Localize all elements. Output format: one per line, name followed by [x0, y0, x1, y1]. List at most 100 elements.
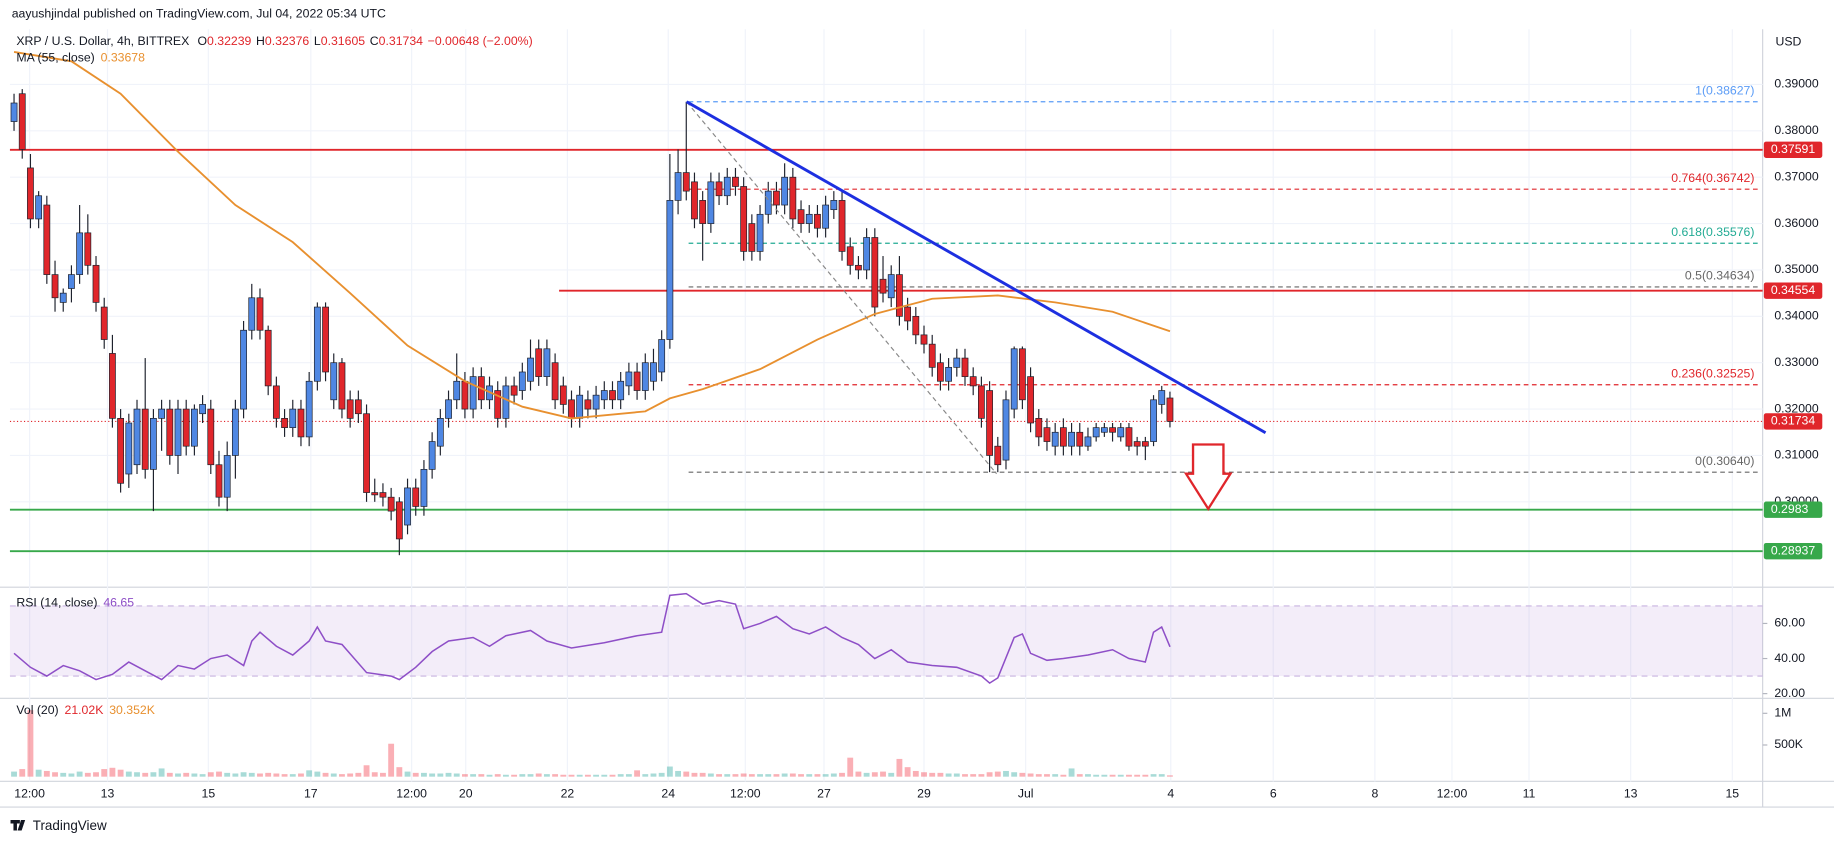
- candle-body: [781, 176, 789, 206]
- candle-body: [100, 306, 108, 340]
- volume-bar: [380, 772, 386, 777]
- logo-mark: [10, 819, 20, 831]
- volume-bar: [314, 771, 321, 777]
- candle-body: [691, 181, 698, 220]
- fib-label: 0.618(0.35576): [1671, 225, 1754, 239]
- candle-body: [92, 264, 100, 303]
- ma-value: 0.33678: [101, 51, 146, 65]
- ma-legend: MA (55, close) 0.33678: [16, 51, 145, 65]
- candle-body: [699, 200, 707, 224]
- candle-body: [912, 315, 920, 336]
- volume-bar: [68, 773, 75, 777]
- candle-body: [723, 176, 731, 197]
- candle-body: [191, 408, 198, 447]
- level-tag: [1763, 542, 1823, 560]
- volume-bar: [871, 772, 878, 777]
- y-tick-label: 0.39000: [1774, 77, 1819, 91]
- volume-ma-value: 30.352K: [109, 703, 156, 717]
- candle-body: [272, 385, 280, 419]
- candle-body: [584, 399, 592, 410]
- y-tick-label: 0.32000: [1774, 401, 1819, 415]
- volume-bar: [584, 774, 591, 777]
- volume-bar: [748, 774, 755, 777]
- candle-body: [428, 441, 436, 470]
- volume-bar: [970, 774, 977, 777]
- ma-name: MA (55, close): [16, 51, 94, 65]
- candle-body: [76, 232, 84, 275]
- volume-bar: [625, 774, 632, 777]
- volume-bar: [1126, 774, 1132, 777]
- volume-bar: [691, 772, 698, 777]
- volume-bar: [134, 772, 140, 777]
- level-label: 0.37591: [1771, 142, 1816, 156]
- y-tick-label: 0.35000: [1774, 262, 1819, 276]
- volume-bar: [806, 774, 813, 777]
- candle-body: [1002, 399, 1010, 461]
- volume-bar: [281, 774, 288, 777]
- volume-bar: [265, 772, 272, 777]
- fib-label: 0(0.30640): [1695, 454, 1754, 468]
- fib-label: 1(0.38627): [1695, 83, 1754, 97]
- rsi-line: [13, 592, 1171, 685]
- rsi-name: RSI (14, close): [16, 596, 97, 610]
- volume-bar: [863, 772, 870, 777]
- volume-bar: [1019, 772, 1026, 777]
- x-tick-label: 20: [459, 786, 473, 800]
- candle-body: [756, 213, 764, 252]
- x-tick-label: 6: [1270, 786, 1277, 800]
- volume-bar: [847, 757, 854, 777]
- candle-body: [84, 232, 92, 266]
- level-label: 0.34554: [1771, 283, 1816, 297]
- volume-bar: [224, 772, 231, 777]
- candle-body: [871, 237, 879, 308]
- x-tick-label: 13: [1624, 786, 1638, 800]
- volume-bar: [929, 772, 936, 777]
- candle-body: [978, 385, 985, 419]
- volume-bar: [1101, 774, 1108, 777]
- candle-body: [1109, 427, 1116, 433]
- volume-bar: [240, 772, 247, 777]
- volume-bar: [560, 774, 567, 777]
- volume-bar: [757, 774, 763, 777]
- volume-bar: [1134, 774, 1141, 777]
- x-tick-label: 12:00: [396, 786, 427, 800]
- candle-body: [592, 394, 600, 410]
- candle-body: [986, 390, 993, 456]
- level-tag: [1763, 282, 1823, 299]
- volume-bar: [1027, 773, 1034, 777]
- volume-bar: [199, 774, 206, 777]
- candle-body: [1027, 376, 1034, 424]
- data-layer: [10, 51, 1174, 777]
- x-tick-label: 22: [561, 786, 575, 800]
- candle-body: [166, 408, 174, 456]
- volume-bar: [912, 770, 919, 777]
- x-tick-label: Jul: [1018, 786, 1034, 800]
- volume-bar: [257, 773, 263, 777]
- candle-body: [289, 408, 297, 428]
- x-tick-label: 12:00: [730, 786, 761, 800]
- rsi-value: 46.65: [103, 596, 134, 610]
- volume-bar: [953, 773, 960, 777]
- candle-body: [395, 501, 403, 540]
- trend-line: [685, 100, 1267, 435]
- volume-bar: [511, 774, 518, 777]
- ohlc-letter: H: [256, 34, 265, 48]
- volume-bar: [371, 772, 378, 777]
- candle-body: [1059, 427, 1067, 447]
- candle-body: [387, 496, 395, 512]
- candle-body: [297, 408, 305, 438]
- volume-bar: [707, 773, 714, 777]
- volume-bar: [1167, 775, 1173, 777]
- candle-body: [1010, 348, 1018, 410]
- candle-body: [240, 329, 247, 410]
- volume-bar: [609, 774, 616, 777]
- candle-body: [305, 380, 313, 438]
- volume-bar: [60, 772, 67, 777]
- volume-bar: [1044, 774, 1050, 777]
- volume-bar: [1093, 774, 1100, 777]
- volume-bar: [543, 774, 550, 777]
- volume-bar: [142, 772, 149, 777]
- candle-body: [1133, 441, 1141, 447]
